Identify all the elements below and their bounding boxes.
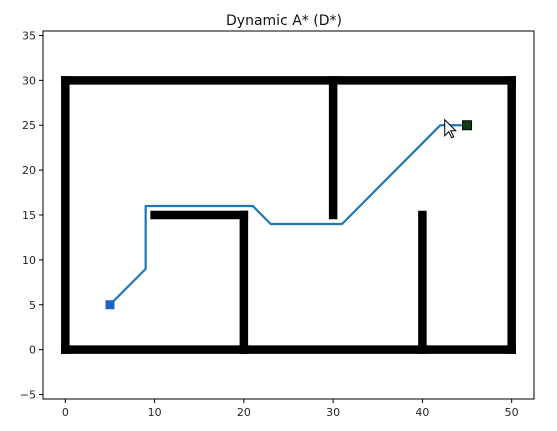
- y-tick-label: 0: [29, 344, 36, 357]
- x-tick-label: 30: [326, 406, 340, 419]
- chart-title: Dynamic A* (D*): [226, 13, 342, 29]
- x-tick-label: 40: [415, 406, 429, 419]
- mouse-cursor-icon: [444, 118, 457, 139]
- y-tick-label: 20: [22, 164, 36, 177]
- start-marker: [105, 300, 115, 310]
- path-line: [109, 124, 468, 306]
- plot-area: [61, 76, 516, 354]
- axis-ticks: 0 10 20 30 40 50 −5 0 5 10 15 20 25 30 35: [20, 29, 519, 419]
- y-tick-label: −5: [20, 389, 36, 402]
- y-tick-label: 30: [22, 74, 36, 87]
- y-tick-label: 5: [29, 299, 36, 312]
- y-tick-label: 15: [22, 209, 36, 222]
- x-tick-label: 10: [148, 406, 162, 419]
- x-tick-label: 50: [505, 406, 519, 419]
- axes-frame: [42, 30, 535, 400]
- y-tick-label: 25: [22, 119, 36, 132]
- y-tick-label: 35: [22, 29, 36, 42]
- y-tick-label: 10: [22, 254, 36, 267]
- x-tick-label: 0: [62, 406, 69, 419]
- x-tick-label: 20: [237, 406, 251, 419]
- goal-marker: [462, 120, 473, 131]
